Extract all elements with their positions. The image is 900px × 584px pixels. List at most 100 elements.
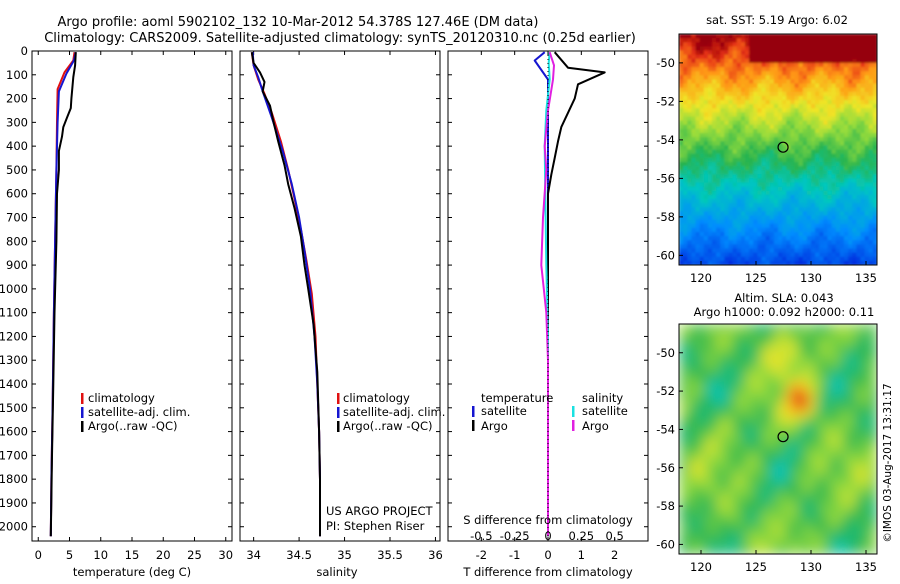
x-tick-label: 34	[246, 548, 261, 562]
salinity-legend: climatology satellite-adj. clim. Argo(..…	[337, 391, 445, 433]
imos-watermark: ©IMOS 03-Aug-2017 13:31:17	[882, 383, 894, 542]
map-x-tick-label: 130	[800, 560, 822, 574]
legend-header-temperature: temperature	[481, 391, 553, 405]
legend-swatch-t-argo	[472, 420, 475, 431]
salinity-panel-frame	[240, 51, 440, 541]
s-tick-label: 0.25	[569, 529, 595, 543]
map-x-tick-label: 125	[745, 560, 767, 574]
y-tick-label: 1300	[0, 353, 28, 367]
temperature-legend: climatology satellite-adj. clim. Argo(..…	[81, 391, 190, 433]
legend-swatch-climatology	[337, 393, 340, 404]
sst-map-title: sat. SST: 5.19 Argo: 6.02	[706, 13, 848, 27]
sla-map-title-line2: Argo h1000: 0.092 h2000: 0.11	[694, 305, 875, 319]
y-tick-label: 200	[6, 92, 28, 106]
legend-label-argo: Argo(..raw -QC)	[343, 419, 433, 433]
y-tick-label: 800	[6, 234, 28, 248]
temperature-xlabel: temperature (deg C)	[73, 565, 191, 579]
legend-label-satellite: satellite-adj. clim.	[88, 405, 190, 419]
map-y-tick-label: -52	[656, 384, 675, 398]
y-tick-label: 2000	[0, 520, 28, 534]
y-tick-label: 600	[6, 187, 28, 201]
legend-label-t-satellite: satellite	[481, 404, 527, 418]
y-tick-label: 0	[21, 44, 28, 58]
x-tick-label: 20	[156, 548, 171, 562]
map-y-tick-label: -50	[656, 56, 675, 70]
series-line-argo-raw-qc-	[51, 52, 76, 536]
s-diff-xlabel: S difference from climatology	[463, 513, 633, 527]
legend-swatch-climatology	[81, 393, 84, 404]
x-tick-label: 1	[578, 548, 585, 562]
legend-swatch-argo	[337, 421, 340, 432]
temperature-panel-frame	[32, 51, 232, 541]
legend-swatch-satellite	[81, 407, 84, 418]
y-tick-label: 900	[6, 258, 28, 272]
y-tick-label: 400	[6, 139, 28, 153]
y-tick-label: 500	[6, 163, 28, 177]
series-line-argo-raw-qc-	[252, 52, 320, 536]
series-line-t-argo	[548, 52, 605, 536]
map-y-tick-label: -56	[656, 171, 675, 185]
map-y-tick-label: -56	[656, 461, 675, 475]
y-tick-label: 1400	[0, 377, 28, 391]
y-tick-label: 1100	[0, 306, 28, 320]
x-tick-label: 35.5	[377, 548, 403, 562]
x-tick-label: 0	[544, 548, 551, 562]
map-y-tick-label: -58	[656, 210, 675, 224]
map-x-tick-label: 120	[690, 560, 712, 574]
credit-pi: PI: Stephen Riser	[326, 519, 425, 533]
map-x-tick-label: 130	[800, 271, 822, 285]
legend-label-satellite: satellite-adj. clim.	[343, 405, 445, 419]
x-tick-label: 25	[187, 548, 202, 562]
map-x-tick-label: 135	[855, 560, 877, 574]
legend-swatch-satellite	[337, 407, 340, 418]
legend-label-t-argo: Argo	[481, 419, 508, 433]
salinity-chart: 34 34.5 35 35.5 36	[240, 51, 443, 562]
legend-swatch-t-satellite	[472, 406, 475, 417]
y-tick-label: 700	[6, 211, 28, 225]
x-tick-label: 2	[611, 548, 618, 562]
x-tick-label: -1	[509, 548, 520, 562]
y-tick-label: 1000	[0, 282, 28, 296]
map-x-tick-label: 125	[745, 271, 767, 285]
y-tick-label: 1700	[0, 448, 28, 462]
x-tick-label: 15	[125, 548, 140, 562]
x-tick-label: 34.5	[286, 548, 312, 562]
map-y-tick-label: -60	[656, 537, 675, 551]
x-tick-label: 35	[337, 548, 352, 562]
figure-title-line1: Argo profile: aoml 5902102_132 10-Mar-20…	[58, 15, 539, 30]
credit-project: US ARGO PROJECT	[326, 504, 434, 518]
map-y-tick-label: -54	[656, 133, 675, 147]
legend-swatch-argo	[81, 421, 84, 432]
map-y-tick-label: -60	[656, 248, 675, 262]
y-tick-label: 1500	[0, 401, 28, 415]
t-diff-xlabel: T difference from climatology	[462, 565, 633, 579]
x-tick-label: 0	[35, 548, 42, 562]
y-tick-label: 1900	[0, 496, 28, 510]
legend-label-argo: Argo(..raw -QC)	[88, 419, 178, 433]
legend-label-climatology: climatology	[343, 391, 410, 405]
difference-legend: temperature salinity satellite Argo sate…	[472, 391, 628, 433]
s-tick-label: -0.5	[470, 529, 492, 543]
sla-map-title-line1: Altim. SLA: 0.043	[734, 291, 833, 305]
legend-swatch-s-argo	[572, 420, 575, 431]
legend-header-salinity: salinity	[582, 391, 623, 405]
map-y-tick-label: -58	[656, 499, 675, 513]
y-tick-label: 1200	[0, 329, 28, 343]
x-tick-label: 36	[428, 548, 443, 562]
y-tick-label: 300	[6, 115, 28, 129]
map-y-tick-label: -50	[656, 346, 675, 360]
y-tick-label: 1800	[0, 472, 28, 486]
y-tick-label: 100	[6, 68, 28, 82]
legend-label-climatology: climatology	[88, 391, 155, 405]
y-tick-label: 1600	[0, 425, 28, 439]
x-tick-label: 5	[66, 548, 73, 562]
legend-swatch-s-satellite	[572, 406, 575, 417]
x-tick-label: -2	[476, 548, 487, 562]
salinity-xlabel: salinity	[316, 565, 357, 579]
x-tick-label: 10	[93, 548, 108, 562]
map-x-tick-label: 120	[690, 271, 712, 285]
map-x-tick-label: 135	[855, 271, 877, 285]
